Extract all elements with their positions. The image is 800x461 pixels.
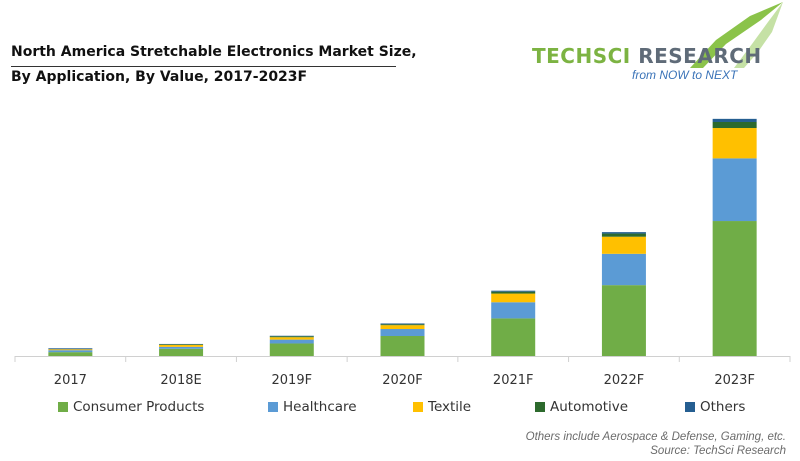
title-divider — [11, 66, 396, 67]
bar-segment-textile-2021f — [491, 293, 536, 303]
bar-segment-consumer-products-2022f — [601, 285, 646, 356]
bar-segment-textile-2019f — [269, 337, 314, 340]
legend-swatch — [268, 402, 278, 412]
bar-segment-textile-2022f — [601, 236, 646, 254]
footnote: Others include Aerospace & Defense, Gami… — [526, 430, 786, 458]
bar-segment-textile-2018e — [159, 344, 204, 347]
stacked-bar-chart: 2017 2018E 2019F 2020F 2021F 2022F 2023F — [14, 118, 791, 388]
x-tick-label-2019f: 2019F — [272, 373, 313, 388]
bar-segment-textile-2017 — [48, 349, 93, 351]
x-tick-label-2018e: 2018E — [160, 373, 201, 388]
bar-segment-others-2020f — [380, 323, 425, 325]
bar-segment-healthcare-2023f — [712, 158, 757, 222]
legend-item-automotive: Automotive — [535, 399, 628, 415]
x-tick-label-2022f: 2022F — [604, 373, 645, 388]
legend-swatch — [535, 402, 545, 412]
bar-segment-automotive-2022f — [601, 233, 646, 237]
chart-title-line-2: By Application, By Value, 2017-2023F — [11, 69, 308, 85]
x-tick-label-2020f: 2020F — [382, 373, 423, 388]
bar-segment-consumer-products-2020f — [380, 335, 425, 356]
legend-swatch — [413, 402, 423, 412]
x-tick-label-2023f: 2023F — [714, 373, 755, 388]
techsci-logo: TECHSCI RESEARCH from NOW to NEXT — [528, 0, 790, 86]
bar-segment-healthcare-2022f — [601, 253, 646, 286]
bar-segment-automotive-2020f — [380, 324, 425, 326]
bar-segment-others-2017 — [48, 348, 93, 350]
bar-segment-healthcare-2017 — [48, 350, 93, 353]
legend-label: Textile — [428, 399, 472, 415]
bar-segment-automotive-2018e — [159, 344, 204, 345]
bar-segment-automotive-2019f — [269, 336, 314, 338]
logo-research-text: RESEARCH — [638, 44, 762, 68]
logo-swoosh-icon — [690, 2, 783, 68]
legend-swatch — [58, 402, 68, 412]
legend-label: Others — [700, 399, 746, 415]
bar-segment-healthcare-2021f — [491, 302, 536, 319]
others-note: Others include Aerospace & Defense, Gami… — [525, 431, 786, 443]
legend-label: Consumer Products — [73, 399, 205, 415]
chart-title: North America Stretchable Electronics Ma… — [11, 40, 417, 90]
source-note: Source: TechSci Research — [650, 445, 786, 457]
bar-segment-healthcare-2019f — [269, 339, 314, 344]
legend-swatch — [685, 402, 695, 412]
bar-segment-consumer-products-2017 — [48, 352, 93, 356]
logo-tech-text: TECHSCI — [532, 44, 631, 68]
x-tick-label-2021f: 2021F — [493, 373, 534, 388]
legend-label: Automotive — [550, 399, 629, 415]
bar-segment-healthcare-2018e — [159, 346, 204, 349]
chart-legend: Consumer Products Healthcare Textile Automo… — [58, 399, 778, 419]
bar-segment-textile-2023f — [712, 128, 757, 159]
bar-segment-consumer-products-2019f — [269, 343, 314, 356]
legend-item-healthcare: Healthcare — [268, 399, 357, 415]
legend-item-consumer-products: Consumer Products — [58, 399, 204, 415]
bar-segment-others-2021f — [491, 290, 536, 292]
bar-segment-others-2023f — [712, 118, 757, 122]
bar-segment-others-2022f — [601, 232, 646, 234]
bar-segment-textile-2020f — [380, 325, 425, 330]
bar-segment-consumer-products-2023f — [712, 221, 757, 356]
chart-title-line-1: North America Stretchable Electronics Ma… — [11, 44, 417, 60]
bar-segment-healthcare-2020f — [380, 329, 425, 336]
legend-item-others: Others — [685, 399, 745, 415]
x-tick-label-2017: 2017 — [54, 373, 87, 388]
bar-segment-automotive-2023f — [712, 121, 757, 129]
legend-item-textile: Textile — [413, 399, 471, 415]
logo-tagline: from NOW to NEXT — [632, 68, 738, 82]
legend-label: Healthcare — [283, 399, 357, 415]
bar-segment-consumer-products-2018e — [159, 348, 204, 356]
logo-wordmark: TECHSCI RESEARCH — [532, 44, 762, 68]
bar-segment-consumer-products-2021f — [491, 318, 536, 356]
bar-segment-automotive-2021f — [491, 291, 536, 294]
